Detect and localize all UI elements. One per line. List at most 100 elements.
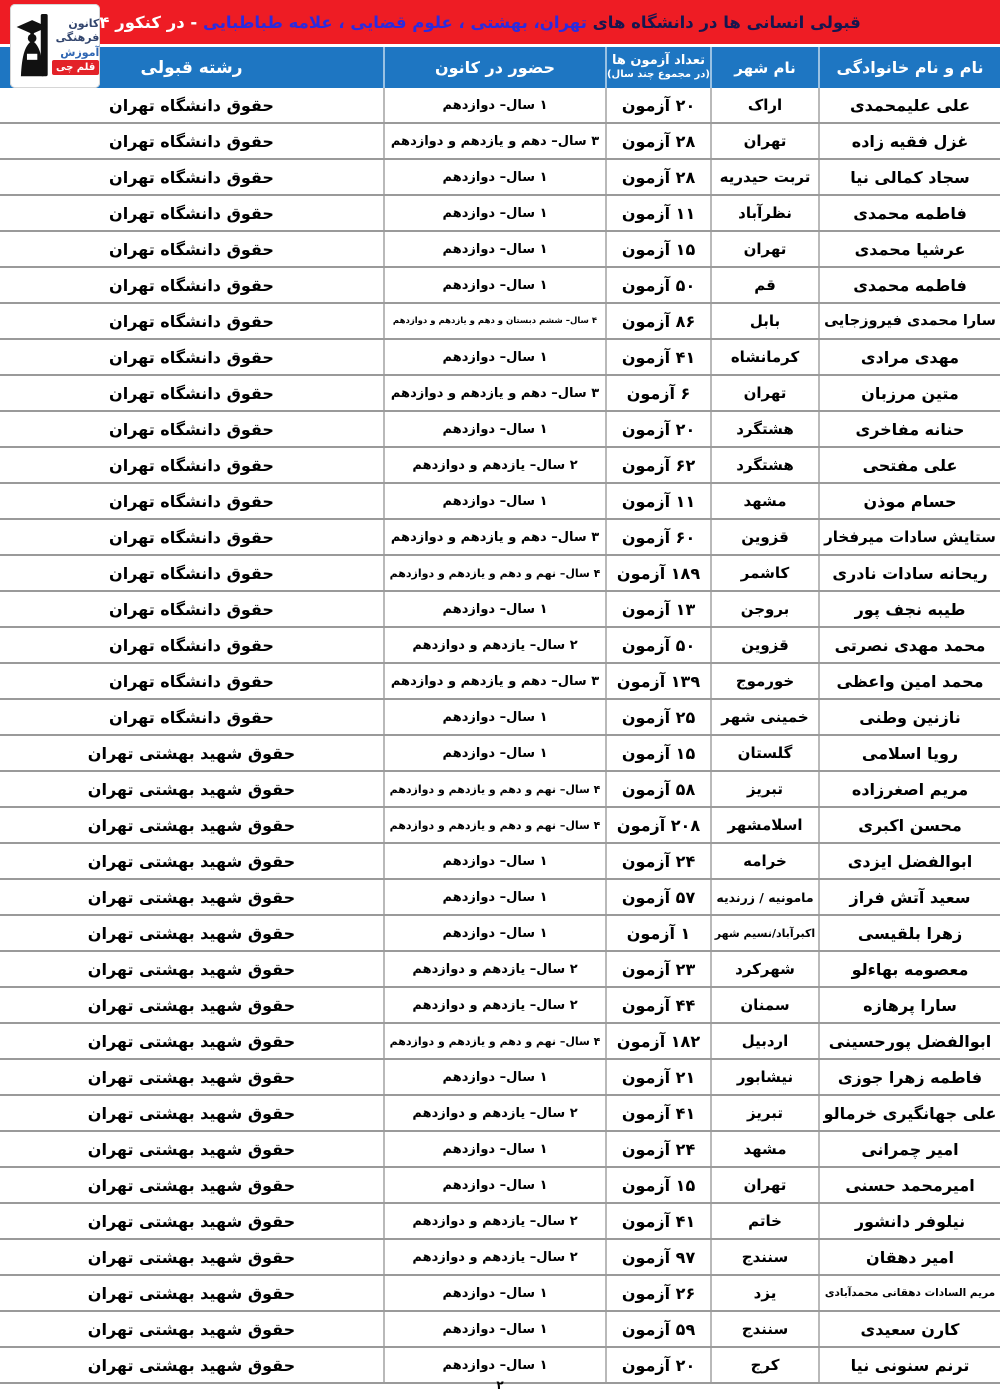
cell-accepted-major: حقوق دانشگاه تهران [109,635,274,655]
cell-kanoon-attendance: ۱ سال– دوازدهم [383,1348,605,1382]
table-row: علی جهانگیری خرمالو تبریز ۴۱ آزمون ۲ سال… [0,1096,1000,1132]
table-row: محمد مهدی نصرتی قزوین ۵۰ آزمون ۲ سال– یا… [0,628,1000,664]
cell-accepted-major: حقوق شهید بهشتی تهران [87,1031,296,1051]
cell-accepted-major: حقوق دانشگاه تهران [109,347,274,367]
cell-accepted-major: حقوق شهید بهشتی تهران [87,851,296,871]
cell-city: کاشمر [710,556,818,590]
cell-accepted-major: حقوق شهید بهشتی تهران [87,959,296,979]
cell-student-name: محسن اکبری [818,808,1000,842]
cell-student-name: فاطمه محمدی [818,268,1000,302]
table-row: حنانه مفاخری هشتگرد ۲۰ آزمون ۱ سال– دواز… [0,412,1000,448]
cell-student-name: ترنم سنونی نیا [818,1348,1000,1382]
logo-line-3: آموزش [60,45,100,59]
cell-kanoon-attendance: ۳ سال– دهم و یازدهم و دوازدهم [383,376,605,410]
cell-city: سنندج [710,1240,818,1274]
cell-student-name: کارن سعیدی [818,1312,1000,1346]
table-row: ستایش سادات میرفخار قزوین ۶۰ آزمون ۳ سال… [0,520,1000,556]
cell-student-name: ابوالفضل ایزدی [818,844,1000,878]
cell-kanoon-attendance: ۱ سال– دوازدهم [383,88,605,122]
cell-city: تهران [710,1168,818,1202]
cell-accepted-major: حقوق دانشگاه تهران [109,527,274,547]
cell-accepted-major: حقوق شهید بهشتی تهران [87,1283,296,1303]
cell-accepted-major: حقوق دانشگاه تهران [109,419,274,439]
cell-city: سمنان [710,988,818,1022]
cell-kanoon-attendance: ۲ سال– یازدهم و دوازدهم [383,1204,605,1238]
cell-student-name: سارا محمدی فیروزجایی [818,304,1000,338]
cell-exam-count: ۶۰ آزمون [605,520,710,554]
cell-city: مامونیه / زرندیه [710,880,818,914]
cell-student-name: ریحانه سادات نادری [818,556,1000,590]
table-row: فاطمه محمدی نظرآباد ۱۱ آزمون ۱ سال– دواز… [0,196,1000,232]
cell-student-name: فاطمه زهرا جوزی [818,1060,1000,1094]
cell-kanoon-attendance: ۲ سال– یازدهم و دوازدهم [383,952,605,986]
cell-kanoon-attendance: ۱ سال– دوازدهم [383,160,605,194]
cell-kanoon-attendance: ۱ سال– دوازدهم [383,916,605,950]
cell-student-name: امیرمحمد حسنی [818,1168,1000,1202]
table-row: علی علیمحمدی اراک ۲۰ آزمون ۱ سال– دوازده… [0,88,1000,124]
cell-kanoon-attendance: ۲ سال– یازدهم و دوازدهم [383,1240,605,1274]
cell-exam-count: ۴۱ آزمون [605,1204,710,1238]
cell-city: تبریز [710,1096,818,1130]
cell-exam-count: ۲۸ آزمون [605,124,710,158]
cell-city: تهران [710,232,818,266]
cell-accepted-major: حقوق شهید بهشتی تهران [87,1355,296,1375]
cell-kanoon-attendance: ۲ سال– یازدهم و دوازدهم [383,1096,605,1130]
logo-badge: قلم چی [52,59,100,75]
cell-kanoon-attendance: ۴ سال– نهم و دهم و یازدهم و دوازدهم [383,556,605,590]
cell-exam-count: ۵۷ آزمون [605,880,710,914]
cell-city: اراک [710,88,818,122]
table-row: سارا پرهازه سمنان ۴۴ آزمون ۲ سال– یازدهم… [0,988,1000,1024]
table-row: ریحانه سادات نادری کاشمر ۱۸۹ آزمون ۴ سال… [0,556,1000,592]
cell-student-name: زهرا بلقیسی [818,916,1000,950]
cell-exam-count: ۱۱ آزمون [605,484,710,518]
cell-kanoon-attendance: ۱ سال– دوازدهم [383,1132,605,1166]
cell-city: خرامه [710,844,818,878]
logo-line-1: کانون [68,17,100,31]
table-row: طیبه نجف پور بروجن ۱۳ آزمون ۱ سال– دوازد… [0,592,1000,628]
cell-student-name: امیر چمرانی [818,1132,1000,1166]
cell-accepted-major: حقوق دانشگاه تهران [109,131,274,151]
cell-exam-count: ۱۸۹ آزمون [605,556,710,590]
cell-student-name: سارا پرهازه [818,988,1000,1022]
cell-kanoon-attendance: ۲ سال– یازدهم و دوازدهم [383,988,605,1022]
table-row: ترنم سنونی نیا کرج ۲۰ آزمون ۱ سال– دوازد… [0,1348,1000,1384]
cell-exam-count: ۴۱ آزمون [605,340,710,374]
table-row: ابوالفضل ایزدی خرامه ۲۴ آزمون ۱ سال– دوا… [0,844,1000,880]
cell-student-name: سجاد کمالی نیا [818,160,1000,194]
table-row: نازنین وطنی خمینی شهر ۲۵ آزمون ۱ سال– دو… [0,700,1000,736]
cell-student-name: معصومه بهاءلو [818,952,1000,986]
cell-kanoon-attendance: ۱ سال– دوازدهم [383,268,605,302]
cell-accepted-major: حقوق دانشگاه تهران [109,455,274,475]
cell-city: نظرآباد [710,196,818,230]
cell-kanoon-attendance: ۱ سال– دوازدهم [383,196,605,230]
table-row: ابوالفضل پورحسینی اردبیل ۱۸۲ آزمون ۴ سال… [0,1024,1000,1060]
cell-kanoon-attendance: ۱ سال– دوازدهم [383,880,605,914]
column-header-kanoon: حضور در کانون [383,47,605,88]
column-header-major: رشته قبولی [140,57,243,78]
table-body: علی علیمحمدی اراک ۲۰ آزمون ۱ سال– دوازده… [0,88,1000,1384]
cell-exam-count: ۶۲ آزمون [605,448,710,482]
cell-kanoon-attendance: ۱ سال– دوازدهم [383,1276,605,1310]
cell-exam-count: ۵۸ آزمون [605,772,710,806]
cell-kanoon-attendance: ۱ سال– دوازدهم [383,592,605,626]
cell-accepted-major: حقوق شهید بهشتی تهران [87,995,296,1015]
cell-accepted-major: حقوق شهید بهشتی تهران [87,1103,296,1123]
cell-exam-count: ۱۱ آزمون [605,196,710,230]
cell-city: مشهد [710,484,818,518]
cell-student-name: مهدی مرادی [818,340,1000,374]
cell-student-name: عرشیا محمدی [818,232,1000,266]
cell-student-name: ستایش سادات میرفخار [818,520,1000,554]
cell-accepted-major: حقوق شهید بهشتی تهران [87,887,296,907]
cell-student-name: غزل فقیه زاده [818,124,1000,158]
cell-city: قزوین [710,628,818,662]
cell-exam-count: ۱ آزمون [605,916,710,950]
table-row: زهرا بلقیسی اکبرآباد/نسیم شهر ۱ آزمون ۱ … [0,916,1000,952]
cell-city: سنندج [710,1312,818,1346]
cell-kanoon-attendance: ۳ سال– دهم و یازدهم و دوازدهم [383,664,605,698]
cell-city: بروجن [710,592,818,626]
cell-exam-count: ۵۰ آزمون [605,268,710,302]
column-header-city: نام شهر [710,47,818,88]
cell-accepted-major: حقوق دانشگاه تهران [109,275,274,295]
cell-exam-count: ۲۰ آزمون [605,88,710,122]
